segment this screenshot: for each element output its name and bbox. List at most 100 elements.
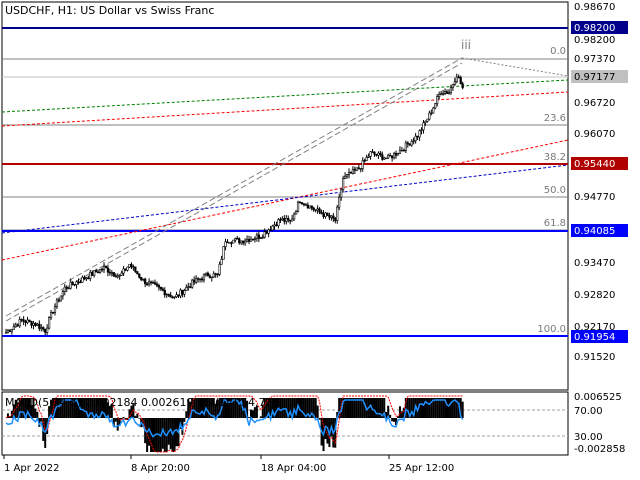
candle-body bbox=[48, 317, 51, 329]
candle-body bbox=[322, 213, 325, 217]
candle-body bbox=[89, 272, 92, 279]
macd-bar bbox=[434, 398, 437, 418]
macd-bar bbox=[108, 405, 111, 418]
indicator-axis-label: 70.00 bbox=[574, 406, 603, 417]
macd-bar bbox=[232, 398, 235, 418]
macd-bar bbox=[8, 416, 11, 418]
candle-body bbox=[416, 135, 419, 138]
candle-body bbox=[434, 103, 437, 109]
candle-body bbox=[226, 241, 229, 244]
macd-bar bbox=[412, 398, 415, 418]
macd-bar bbox=[310, 398, 313, 418]
macd-bar bbox=[40, 418, 43, 422]
candle-body bbox=[4, 332, 8, 334]
candle-body bbox=[269, 229, 272, 231]
macd-bar bbox=[91, 398, 94, 418]
macd-bar bbox=[397, 416, 399, 418]
time-axis-label: 25 Apr 12:00 bbox=[389, 463, 454, 474]
macd-bar bbox=[201, 398, 203, 418]
candle-body bbox=[157, 285, 160, 288]
candle-body bbox=[255, 234, 258, 239]
macd-bar bbox=[338, 398, 341, 418]
macd-bar bbox=[83, 398, 86, 418]
macd-bar bbox=[173, 418, 176, 452]
candle-body bbox=[65, 286, 68, 289]
macd-bar bbox=[24, 398, 27, 418]
candle-body bbox=[443, 91, 447, 94]
candle-body bbox=[185, 287, 188, 291]
candle-body bbox=[40, 327, 43, 329]
candle-body bbox=[83, 277, 86, 280]
candle-body bbox=[281, 218, 284, 221]
candle-body bbox=[98, 268, 102, 273]
macd-bar bbox=[336, 411, 339, 418]
candle-body bbox=[169, 294, 172, 298]
macd-bar bbox=[85, 398, 88, 418]
candle-body bbox=[363, 160, 366, 162]
candle-body bbox=[240, 240, 243, 244]
macd-bar bbox=[236, 398, 239, 418]
candle-body bbox=[447, 92, 451, 94]
candle-body bbox=[97, 271, 100, 274]
macd-bar bbox=[175, 418, 178, 447]
candle-body bbox=[163, 290, 166, 296]
candle-body bbox=[173, 296, 176, 298]
macd-bar bbox=[63, 398, 66, 418]
macd-bar bbox=[240, 398, 243, 418]
wave-projection-line[interactable] bbox=[461, 57, 569, 77]
blue-trend-line[interactable] bbox=[1, 164, 569, 234]
candle-body bbox=[247, 239, 251, 242]
candle-body bbox=[361, 160, 364, 169]
price-axis-label: 0.91520 bbox=[574, 352, 615, 363]
macd-bar bbox=[116, 418, 119, 431]
macd-bar bbox=[169, 418, 172, 450]
macd-bar bbox=[67, 398, 70, 418]
macd-bar bbox=[228, 398, 231, 418]
candle-body bbox=[28, 319, 31, 322]
macd-bar bbox=[130, 405, 133, 418]
candle-body bbox=[304, 204, 307, 206]
macd-bar bbox=[185, 411, 188, 418]
macd-bar bbox=[244, 398, 247, 418]
macd-bar bbox=[344, 398, 347, 418]
candle-body bbox=[114, 275, 117, 278]
indicator-axis: 0.006525 70.00 30.00 -0.002858 bbox=[574, 392, 625, 455]
price-tag-91954 bbox=[571, 330, 628, 343]
macd-bar bbox=[103, 398, 105, 418]
candle-body bbox=[144, 278, 147, 285]
macd-bar bbox=[422, 398, 425, 418]
macd-bar bbox=[30, 405, 33, 418]
candle-body bbox=[359, 168, 362, 170]
candle-body bbox=[353, 169, 356, 171]
macd-bar bbox=[342, 398, 345, 418]
red-trend-line-upper[interactable] bbox=[1, 91, 569, 127]
candle-body bbox=[420, 129, 423, 131]
macd-bar bbox=[449, 398, 452, 418]
candle-body bbox=[293, 213, 296, 220]
macd-bar bbox=[446, 398, 448, 418]
candle-body bbox=[277, 219, 280, 226]
price-axis-label: 0.93470 bbox=[574, 258, 615, 269]
macd-bar bbox=[387, 405, 390, 418]
price-tag-current bbox=[571, 70, 628, 83]
candle-body bbox=[459, 77, 462, 85]
candle-body bbox=[161, 288, 164, 291]
red-trend-line-lower[interactable] bbox=[1, 139, 569, 261]
fib-diagonal-line[interactable] bbox=[5, 57, 463, 317]
candle-body bbox=[326, 212, 329, 216]
candle-body bbox=[102, 265, 106, 270]
candle-body bbox=[149, 281, 153, 284]
macd-bar bbox=[402, 407, 405, 418]
candle-body bbox=[318, 208, 321, 213]
candle-body bbox=[355, 167, 358, 171]
fib-label-38-2: 38.2 bbox=[544, 152, 566, 163]
candle-body bbox=[77, 281, 80, 283]
channel-line[interactable] bbox=[5, 62, 463, 322]
green-trend-line[interactable] bbox=[1, 79, 569, 113]
candle-body bbox=[26, 319, 29, 323]
candle-body bbox=[32, 323, 35, 326]
candle-body bbox=[44, 328, 47, 333]
candle-body bbox=[140, 277, 143, 281]
macd-bar bbox=[112, 418, 115, 426]
